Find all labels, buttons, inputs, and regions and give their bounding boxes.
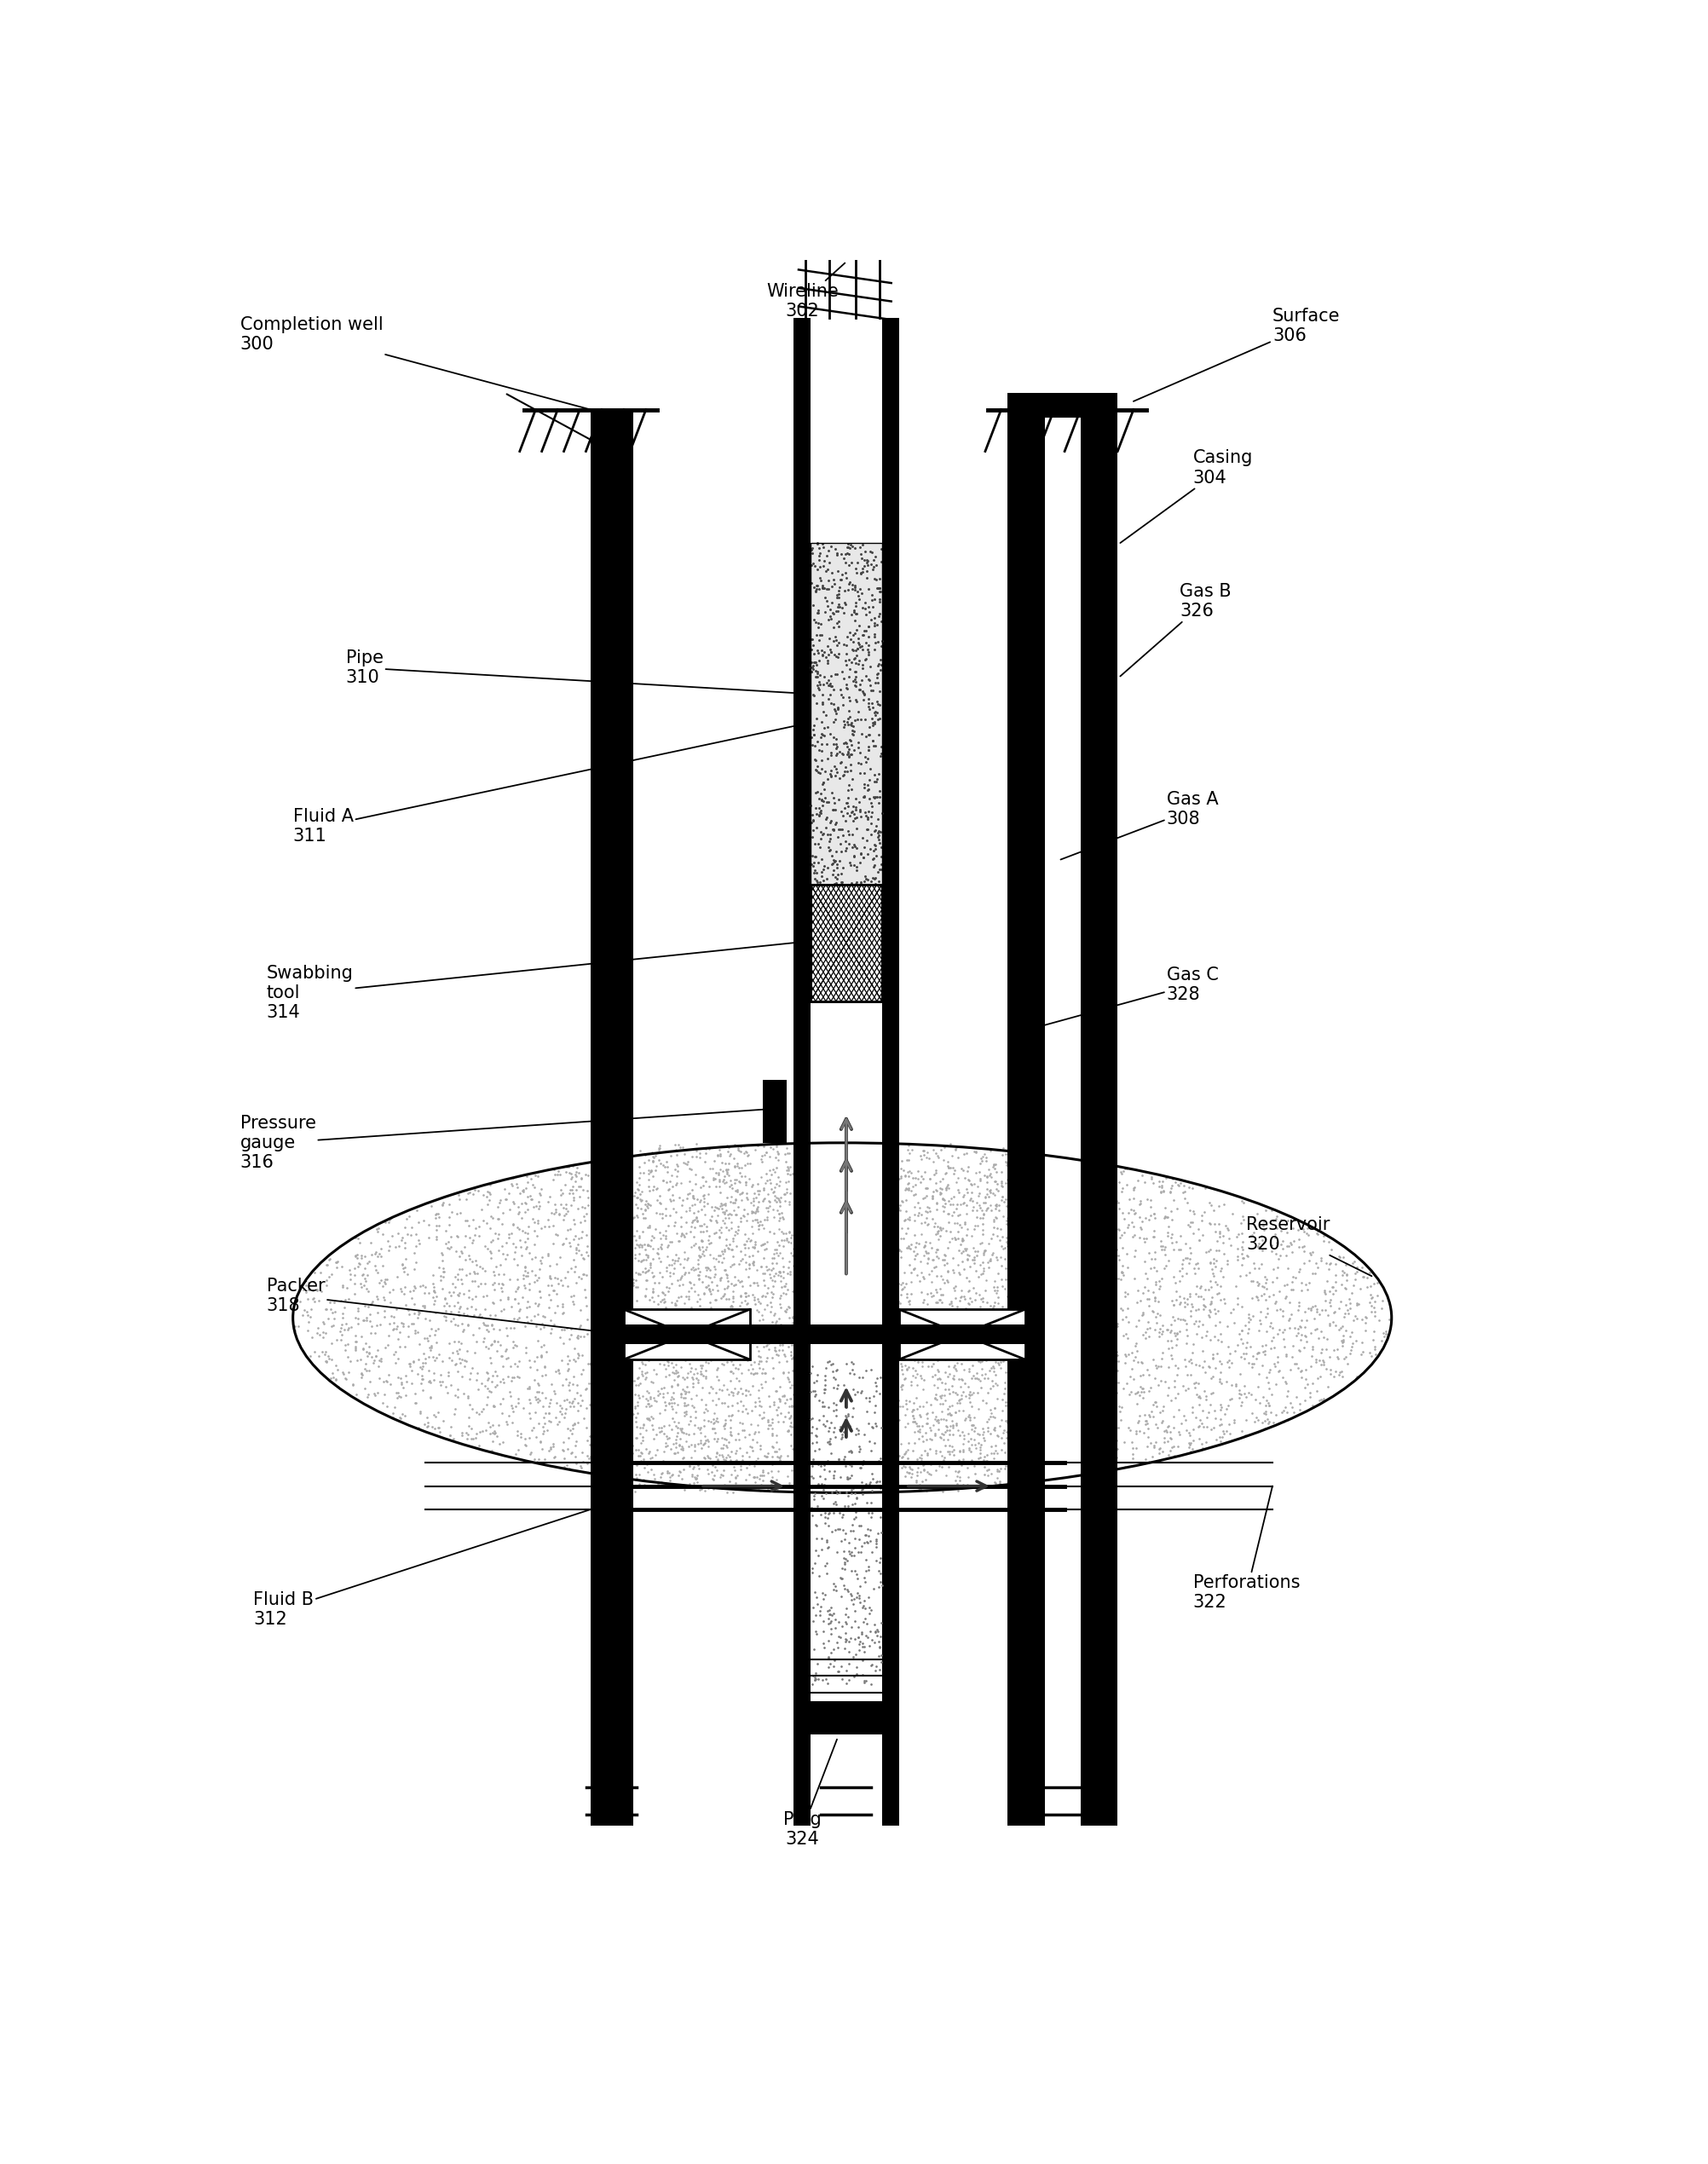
Bar [623, 1324, 1025, 1344]
Bar [793, 318, 811, 1826]
Bar [811, 1701, 881, 1733]
Text: Plug
324: Plug 324 [784, 1740, 837, 1848]
Text: Wireline
302: Wireline 302 [767, 264, 845, 320]
Bar [811, 885, 881, 1002]
Bar [793, 1307, 811, 1363]
Text: Fluid B
312: Fluid B 312 [253, 1510, 591, 1627]
Text: Completion well
300: Completion well 300 [239, 316, 591, 409]
Bar [623, 1309, 750, 1359]
Bar [881, 1307, 898, 1363]
Bar [811, 318, 881, 1826]
Bar [811, 1143, 881, 1493]
Text: Gas B
326: Gas B 326 [1120, 582, 1231, 675]
Bar [1081, 409, 1117, 1826]
Bar [811, 543, 881, 894]
Bar [591, 409, 634, 1826]
Bar [898, 1309, 1025, 1359]
Text: Gas C
328: Gas C 328 [1040, 965, 1218, 1026]
Text: Casing
304: Casing 304 [1120, 450, 1254, 543]
Text: Gas A
308: Gas A 308 [1061, 792, 1218, 859]
Text: Pipe
310: Pipe 310 [345, 649, 793, 692]
Bar [763, 1080, 787, 1143]
Text: Swabbing
tool
314: Swabbing tool 314 [266, 944, 793, 1021]
Bar [1045, 409, 1081, 1826]
Text: Packer
318: Packer 318 [266, 1277, 623, 1335]
Bar [1008, 394, 1117, 418]
Text: Perforations
322: Perforations 322 [1192, 1487, 1300, 1612]
Bar [1008, 409, 1045, 1826]
Text: Surface
306: Surface 306 [1134, 307, 1341, 400]
Text: Reservoir
320: Reservoir 320 [1247, 1216, 1372, 1277]
Bar [811, 885, 881, 1002]
Bar [881, 318, 898, 1826]
Text: Pressure
gauge
316: Pressure gauge 316 [239, 1110, 763, 1171]
Text: Fluid A
311: Fluid A 311 [294, 727, 793, 844]
Bar [811, 543, 881, 894]
